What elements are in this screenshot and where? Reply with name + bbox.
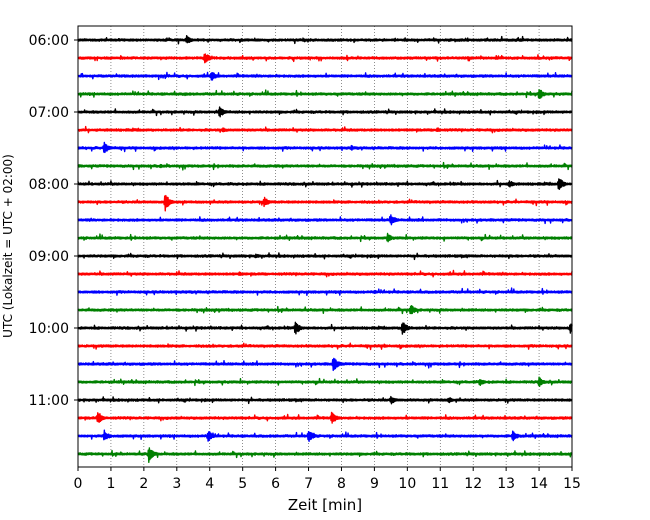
y-tick-label: 11:00: [29, 393, 69, 409]
x-tick-label: 1: [106, 476, 115, 492]
x-axis-label: Zeit [min]: [288, 496, 362, 514]
trace-line-06:30: [77, 71, 573, 81]
y-tick-label: 08:00: [29, 177, 69, 193]
plot-frame: [77, 25, 573, 468]
trace-line-11:00: [77, 395, 573, 405]
y-tick-label: 09:00: [29, 249, 69, 265]
trace-line-07:00: [77, 106, 573, 118]
trace-line-09:45: [77, 305, 573, 315]
x-tick-label: 3: [172, 476, 181, 492]
trace-line-11:15: [77, 411, 573, 424]
trace-line-06:45: [77, 89, 573, 99]
trace-line-06:00: [77, 34, 573, 45]
x-tick-label: 6: [271, 476, 280, 492]
y-tick-label: 06:00: [29, 33, 69, 49]
trace-line-10:00: [77, 321, 573, 335]
trace-line-08:30: [77, 214, 573, 226]
x-tick-label: 4: [205, 476, 214, 492]
y-tick-label: 07:00: [29, 105, 69, 121]
x-tick-label: 8: [337, 476, 346, 492]
x-tick-label: 9: [370, 476, 379, 492]
trace-line-09:30: [77, 287, 573, 296]
trace-line-10:15: [77, 342, 573, 351]
seismic-traces: [77, 34, 573, 464]
trace-line-09:15: [77, 269, 573, 278]
trace-line-07:30: [77, 141, 573, 154]
trace-line-07:45: [77, 161, 573, 171]
trace-line-09:00: [77, 252, 573, 261]
trace-line-08:00: [77, 178, 573, 190]
x-tick-label: 13: [497, 476, 515, 492]
trace-line-07:15: [77, 125, 573, 134]
trace-line-08:15: [77, 194, 573, 212]
x-tick-label: 10: [398, 476, 416, 492]
x-tick-label: 5: [238, 476, 247, 492]
y-tick-label: 10:00: [29, 321, 69, 337]
trace-line-06:15: [77, 53, 573, 64]
x-tick-label: 0: [74, 476, 83, 492]
x-tick-label: 2: [139, 476, 148, 492]
y-axis-label: UTC (Lokalzeit = UTC + 02:00): [1, 154, 15, 338]
x-tick-label: 14: [530, 476, 548, 492]
trace-line-08:45: [77, 232, 573, 243]
x-tick-label: 12: [464, 476, 482, 492]
x-axis-ticks: 0 1 2 3 4 5 6 7 8 9 10 11 12 13 14 15: [74, 467, 581, 492]
x-tick-label: 7: [304, 476, 313, 492]
trace-line-11:30: [77, 429, 573, 443]
trace-line-11:45: [77, 447, 573, 464]
trace-line-10:45: [77, 376, 573, 387]
x-tick-label: 11: [431, 476, 449, 492]
x-tick-label: 15: [563, 476, 581, 492]
trace-line-10:30: [77, 357, 573, 372]
y-axis-ticks: 06:00 07:00 08:00 09:00 10:00 11:00: [29, 33, 78, 409]
